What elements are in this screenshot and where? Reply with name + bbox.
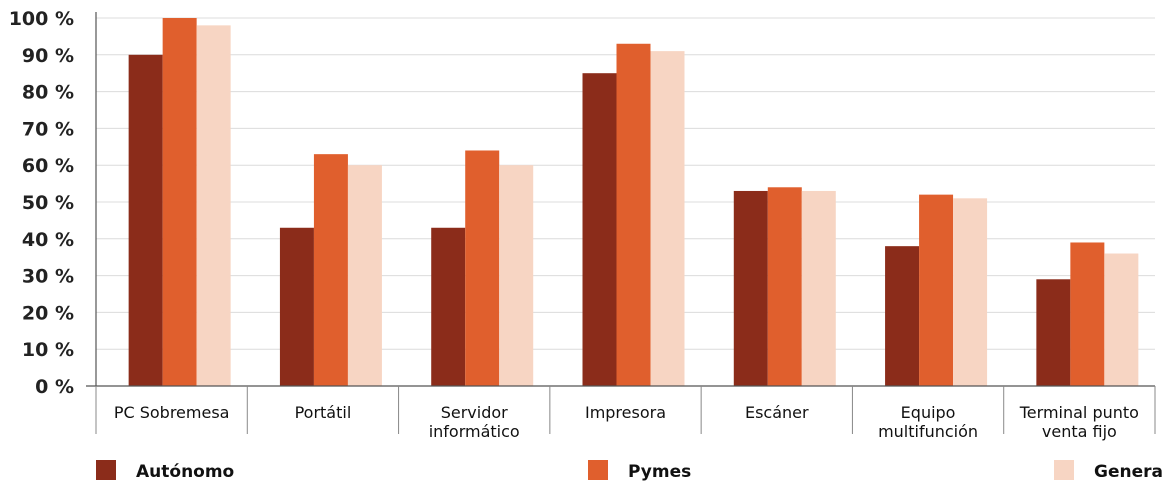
y-tick-label: 50 % — [22, 192, 74, 214]
x-tick-label: informático — [429, 422, 520, 441]
x-tick-label: Escáner — [745, 403, 809, 422]
legend-label: General — [1094, 462, 1162, 482]
legend-swatch — [96, 460, 116, 480]
y-tick-label: 80 % — [22, 82, 74, 104]
bar — [919, 194, 954, 386]
x-tick-label: multifunción — [878, 422, 978, 441]
bar — [582, 73, 617, 386]
bar — [465, 150, 500, 386]
y-tick-label: 10 % — [22, 339, 74, 361]
x-tick-label: Impresora — [585, 403, 666, 422]
y-tick-label: 30 % — [22, 266, 74, 288]
bar — [499, 165, 534, 386]
y-tick-label: 70 % — [22, 118, 74, 140]
y-tick-label: 90 % — [22, 45, 74, 67]
y-axis-ticks: 0 % 10 % 20 % 30 % 40 % 50 % 60 % 70 % 80 % 90 % 1… — [9, 8, 74, 398]
legend: Autónomo Pymes General — [96, 460, 1162, 482]
bar — [885, 246, 920, 386]
y-tick-label: 20 % — [22, 302, 74, 324]
bar — [279, 227, 314, 386]
legend-label: Autónomo — [136, 462, 234, 482]
legend-swatch — [1054, 460, 1074, 480]
y-tick-label: 40 % — [22, 229, 74, 251]
x-tick-label: Portátil — [295, 403, 352, 422]
bar — [313, 154, 348, 386]
bar — [1070, 242, 1105, 386]
bar — [767, 187, 802, 386]
bar — [196, 25, 231, 387]
bar — [733, 190, 768, 386]
x-tick-label: PC Sobremesa — [114, 403, 230, 422]
bar — [953, 198, 988, 386]
bars — [128, 18, 1139, 387]
bar — [650, 51, 685, 387]
bar — [347, 165, 382, 386]
bar — [162, 18, 197, 386]
bar — [1104, 253, 1139, 386]
x-tick-label: Equipo — [901, 403, 956, 422]
y-tick-label: 0 % — [35, 376, 74, 398]
bar — [801, 190, 836, 386]
x-tick-label: venta fijo — [1042, 422, 1117, 441]
bar — [616, 43, 651, 386]
x-tick-label: Terminal punto — [1019, 403, 1139, 422]
axes — [86, 12, 1156, 434]
y-tick-label: 100 % — [9, 8, 74, 30]
legend-label: Pymes — [628, 462, 691, 482]
bar — [1036, 279, 1071, 386]
y-tick-label: 60 % — [22, 155, 74, 177]
bar — [431, 227, 466, 386]
bar — [128, 54, 163, 387]
x-tick-label: Servidor — [441, 403, 508, 422]
legend-swatch — [588, 460, 608, 480]
